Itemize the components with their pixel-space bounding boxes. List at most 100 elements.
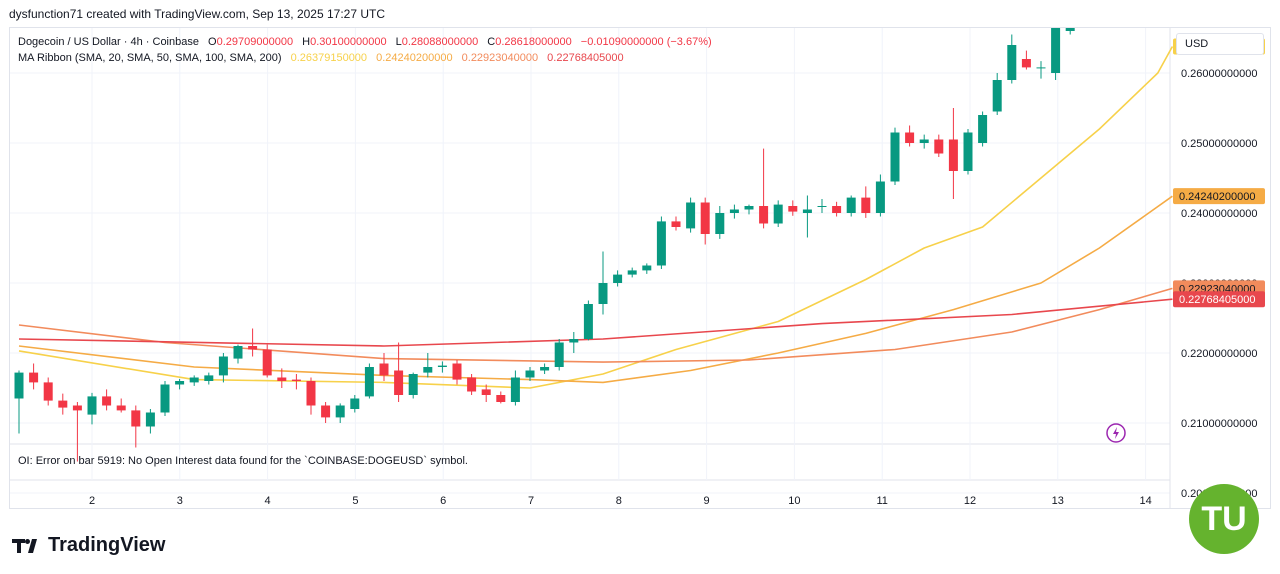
candle bbox=[948, 108, 958, 199]
ma-marker-label: 0.22768405000 bbox=[1179, 294, 1255, 306]
candle bbox=[1036, 61, 1046, 79]
candle-body bbox=[744, 206, 754, 210]
currency-selector[interactable]: USD bbox=[1176, 33, 1264, 55]
y-tick-label: 0.26000000000 bbox=[1181, 68, 1257, 80]
candle bbox=[43, 377, 53, 406]
candle-body bbox=[452, 363, 462, 380]
candle-body bbox=[204, 375, 214, 381]
ma-line-sma-200 bbox=[18, 298, 1173, 347]
candle-body bbox=[87, 396, 97, 415]
candle-body bbox=[875, 181, 885, 213]
chart-grid bbox=[10, 28, 1171, 508]
candle-body bbox=[656, 221, 666, 266]
candle-body bbox=[291, 379, 301, 381]
candle-body bbox=[262, 349, 272, 376]
candle-body bbox=[802, 209, 812, 213]
legend-change: −0.01090000000 (−3.67%) bbox=[580, 36, 712, 48]
candle-body bbox=[233, 346, 243, 359]
ma-marker-box bbox=[1173, 188, 1265, 205]
legend-ma200-value: 0.22768405000 bbox=[547, 52, 624, 64]
legend-high-label: H bbox=[302, 36, 311, 48]
candle bbox=[656, 216, 666, 269]
candle bbox=[627, 267, 637, 278]
candle-body bbox=[306, 381, 316, 406]
candle-body bbox=[102, 396, 112, 406]
candle bbox=[905, 125, 915, 147]
candle bbox=[116, 398, 126, 413]
candle bbox=[934, 134, 944, 157]
x-tick-label: 4 bbox=[265, 495, 271, 507]
candle-body bbox=[627, 270, 637, 275]
x-tick-label: 10 bbox=[788, 495, 800, 507]
x-tick-label: 9 bbox=[704, 495, 710, 507]
candle bbox=[978, 111, 988, 147]
x-tick-label: 3 bbox=[177, 495, 183, 507]
candle-body bbox=[72, 405, 82, 411]
ma-line-sma-20 bbox=[18, 46, 1174, 389]
legend-ma20-value: 0.26379150000 bbox=[290, 52, 368, 64]
candle-body bbox=[321, 405, 331, 418]
candle-body bbox=[773, 204, 783, 224]
candle bbox=[802, 195, 812, 238]
ma-price-marker: 0.22768405000 bbox=[1173, 291, 1265, 308]
ma-marker-label: 0.24240200000 bbox=[1179, 191, 1255, 203]
candle bbox=[14, 370, 24, 434]
candle bbox=[408, 372, 418, 399]
candle bbox=[467, 374, 477, 395]
legend-low-label: L bbox=[395, 36, 402, 48]
tradingview-logo-icon bbox=[12, 538, 37, 553]
candle bbox=[759, 148, 769, 229]
candle-body bbox=[832, 206, 842, 213]
candle bbox=[29, 363, 39, 390]
candle bbox=[87, 392, 97, 425]
candle-body bbox=[554, 342, 564, 367]
candle bbox=[788, 200, 798, 216]
x-tick-label: 2 bbox=[89, 495, 95, 507]
candle-body bbox=[540, 367, 550, 371]
candle bbox=[72, 402, 82, 462]
candle-body bbox=[350, 398, 360, 409]
candle-body bbox=[817, 206, 827, 207]
candle-body bbox=[160, 384, 170, 413]
tu-logo: TU bbox=[1189, 484, 1259, 554]
candle bbox=[335, 403, 345, 423]
candle-body bbox=[613, 274, 623, 283]
candle bbox=[248, 328, 258, 357]
candle bbox=[671, 216, 681, 231]
candle bbox=[423, 353, 433, 378]
x-tick-label: 7 bbox=[528, 495, 534, 507]
legend-symbol[interactable]: Dogecoin / US Dollar · 4h · Coinbase bbox=[18, 36, 199, 48]
x-tick-label: 5 bbox=[352, 495, 358, 507]
legend-ma50-value: 0.24240200000 bbox=[376, 52, 453, 64]
y-tick-label: 0.22000000000 bbox=[1181, 348, 1257, 360]
candle bbox=[350, 395, 360, 413]
candle bbox=[540, 363, 550, 374]
candle bbox=[569, 332, 579, 353]
candle-body bbox=[496, 395, 506, 402]
candle bbox=[1021, 50, 1031, 70]
time-axis: 2 3 4 5 6 7 8 9 10 11 12 13 14 bbox=[89, 495, 1152, 507]
candle-body bbox=[686, 202, 696, 229]
candle-body bbox=[861, 197, 871, 213]
legend-ohlc-row: Dogecoin / US Dollar · 4h · Coinbase O0.… bbox=[18, 36, 718, 48]
candle bbox=[919, 134, 929, 149]
candle-body bbox=[948, 139, 958, 171]
candle bbox=[306, 377, 316, 415]
price-chart[interactable]: 0.200000000000.210000000000.220000000000… bbox=[10, 28, 1272, 508]
candle-body bbox=[642, 265, 652, 271]
candle bbox=[1007, 34, 1017, 84]
ma-line-sma-50 bbox=[18, 195, 1173, 384]
legend-ma-title[interactable]: MA Ribbon (SMA, 20, SMA, 50, SMA, 100, S… bbox=[18, 52, 282, 64]
candle-body bbox=[1051, 28, 1061, 73]
legend-close-label: C bbox=[487, 36, 496, 48]
candle bbox=[452, 360, 462, 385]
candle-body bbox=[481, 389, 491, 395]
candle-body bbox=[29, 372, 39, 383]
candle-body bbox=[364, 367, 374, 397]
candle-body bbox=[525, 370, 535, 378]
candle-body bbox=[43, 382, 53, 401]
ma-marker-box bbox=[1173, 291, 1265, 308]
tradingview-brand[interactable]: TradingView bbox=[12, 534, 165, 557]
attribution-text: dysfunction71 created with TradingView.c… bbox=[9, 7, 386, 21]
candle-body bbox=[715, 213, 725, 234]
